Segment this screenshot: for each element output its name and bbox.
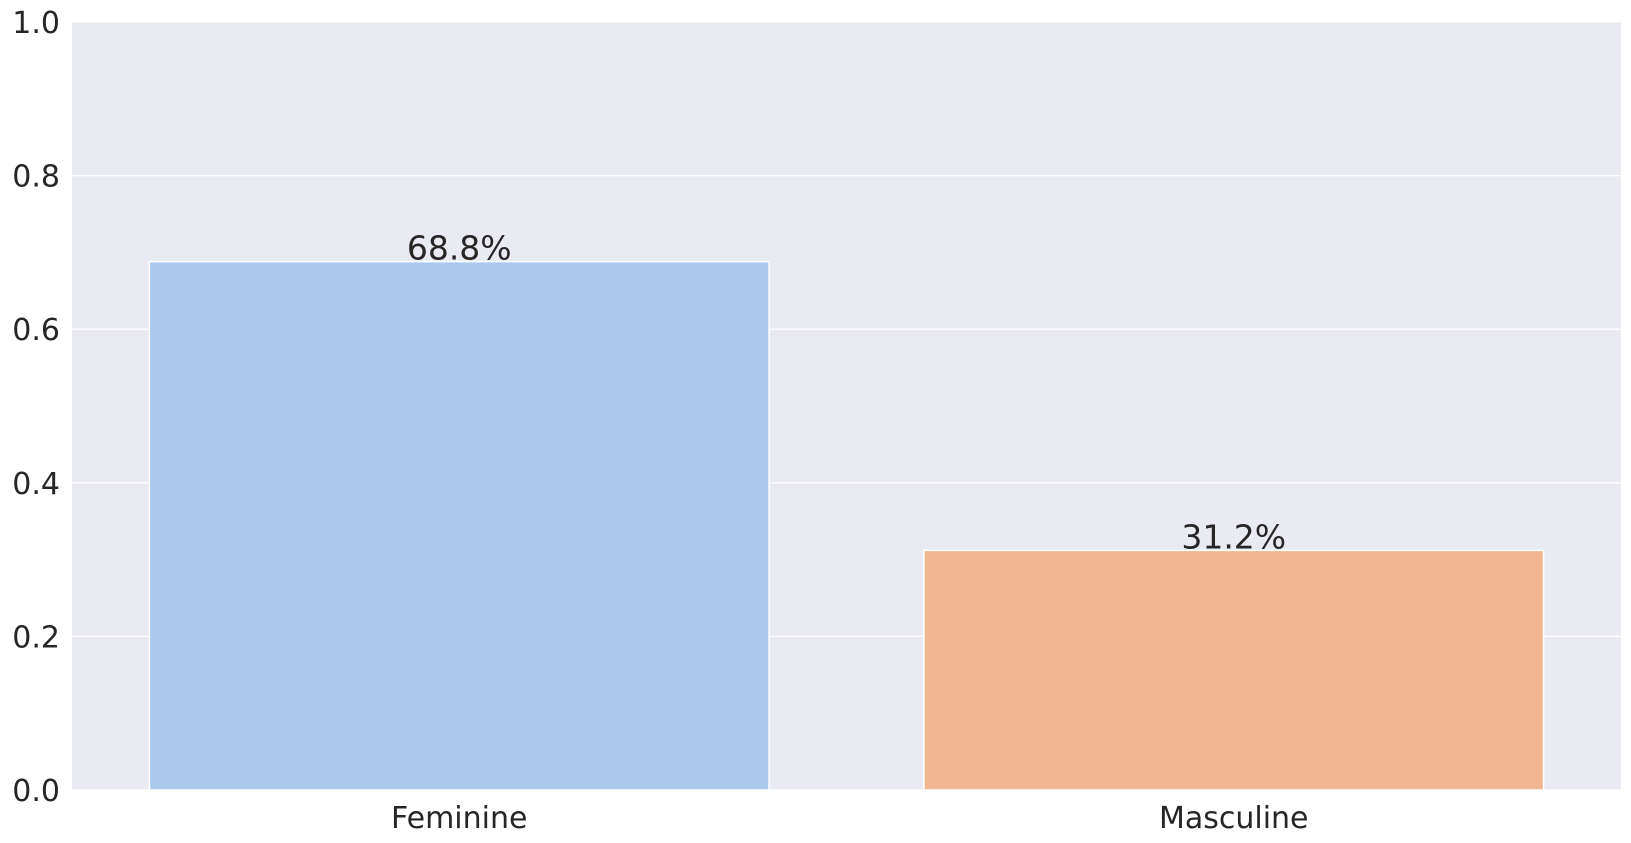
- y-axis-ticks: 0.0 0.2 0.4 0.6 0.8 1.0: [12, 6, 60, 809]
- data-label: 68.8%: [407, 229, 512, 268]
- y-tick-label: 1.0: [12, 6, 60, 41]
- x-tick-label: Feminine: [391, 801, 527, 836]
- x-tick-label: Masculine: [1159, 801, 1309, 836]
- y-tick-label: 0.2: [12, 620, 60, 655]
- bar-feminine: [148, 260, 770, 791]
- bars: [148, 260, 1545, 791]
- y-tick-label: 0.6: [12, 313, 60, 348]
- y-tick-label: 0.8: [12, 160, 60, 195]
- y-tick-label: 0.4: [12, 467, 60, 502]
- y-tick-label: 0.0: [12, 774, 60, 809]
- bar-masculine: [923, 549, 1545, 791]
- x-axis-ticks: Feminine Masculine: [391, 801, 1309, 836]
- data-label: 31.2%: [1181, 517, 1286, 556]
- data-labels: 68.8% 31.2%: [407, 229, 1286, 557]
